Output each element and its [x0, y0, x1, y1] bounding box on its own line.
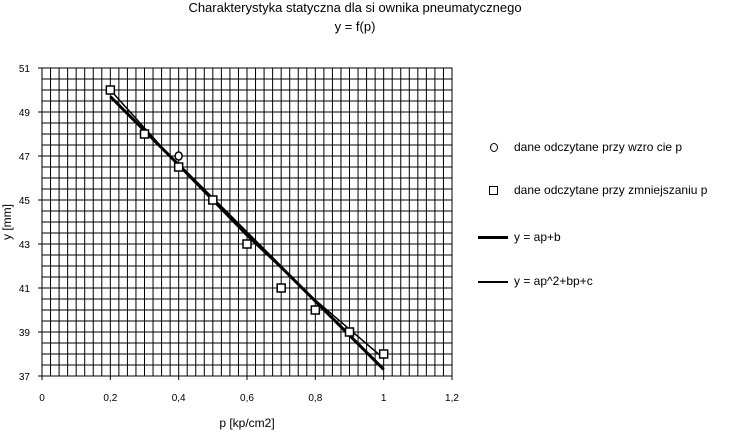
circle-marker-icon: [478, 140, 508, 154]
y-tick-label: 43: [19, 240, 31, 251]
y-tick-label: 41: [19, 284, 31, 295]
data-point-falling: [344, 327, 355, 337]
x-tick-label: 0,4: [172, 393, 186, 404]
thick-line-icon: [478, 230, 508, 244]
chart-subtitle: y = f(p): [334, 19, 376, 34]
data-point-falling: [310, 305, 321, 315]
data-point-falling: [139, 129, 150, 139]
linear-fit-line: [109, 95, 385, 371]
data-point-falling: [208, 195, 218, 205]
x-tick-label: 0: [39, 393, 45, 404]
quadratic-fit-line: [109, 89, 385, 359]
y-tick-label: 45: [19, 196, 31, 207]
legend-label-quadratic: y = ap^2+bp+c: [514, 274, 593, 288]
data-point-falling: [173, 162, 184, 172]
legend-label-linear: y = ap+b: [514, 230, 561, 244]
data-point-rising: [174, 151, 183, 161]
square-marker-icon: [478, 183, 508, 197]
legend-label-falling: dane odczytane przy zmniejszaniu p: [514, 183, 708, 197]
data-point-falling: [242, 239, 252, 249]
legend-item-rising: dane odczytane przy wzro cie p: [478, 140, 743, 155]
x-tick-label: 0,8: [308, 393, 322, 404]
y-tick-label: 37: [19, 372, 31, 383]
chart-title: Charakterystyka statyczna dla si ownika …: [188, 0, 522, 15]
x-tick-label: 1: [381, 393, 387, 404]
data-point-falling: [276, 283, 286, 293]
y-tick-label: 49: [19, 108, 31, 119]
y-tick-label: 39: [19, 328, 31, 339]
x-axis-label: p [kp/cm2]: [219, 416, 274, 430]
data-point-falling: [105, 85, 116, 95]
legend-item-quadratic: y = ap^2+bp+c: [478, 274, 743, 289]
y-tick-label: 51: [19, 64, 31, 75]
x-tick-label: 0,2: [103, 393, 117, 404]
legend-item-falling: dane odczytane przy zmniejszaniu p: [478, 183, 743, 198]
data-point-falling: [378, 349, 389, 359]
y-axis-label: y [mm]: [0, 204, 14, 240]
y-tick-label: 47: [19, 152, 31, 163]
x-tick-label: 0,6: [240, 393, 254, 404]
legend-item-linear: y = ap+b: [478, 230, 743, 245]
legend-label-rising: dane odczytane przy wzro cie p: [514, 140, 683, 154]
x-tick-label: 1,2: [445, 393, 459, 404]
thin-line-icon: [478, 274, 508, 288]
